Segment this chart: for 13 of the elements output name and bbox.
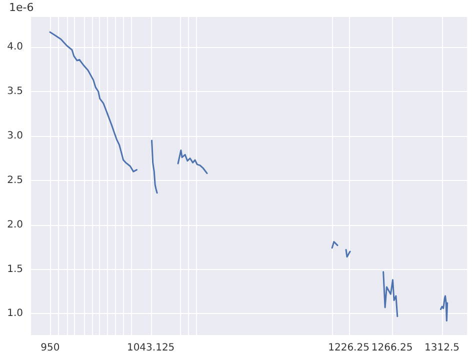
x-tick-label: 1266.25 <box>371 342 413 354</box>
y-axis-title: 1e-6 <box>9 1 34 14</box>
x-tick-label: 1312.5 <box>424 342 460 354</box>
y-tick-label: 2.5 <box>7 174 23 186</box>
y-tick-label: 1.0 <box>7 308 23 320</box>
y-tick-label: 3.0 <box>7 130 23 142</box>
y-tick-label: 1.5 <box>7 264 23 275</box>
x-tick-label: 1226.25 <box>328 342 370 354</box>
x-tick-label: 950 <box>40 342 60 354</box>
y-tick-label: 2.0 <box>7 219 23 230</box>
y-tick-label: 3.5 <box>7 86 23 98</box>
y-tick-label: 4.0 <box>7 42 23 53</box>
x-tick-label: 1043.125 <box>126 342 175 354</box>
